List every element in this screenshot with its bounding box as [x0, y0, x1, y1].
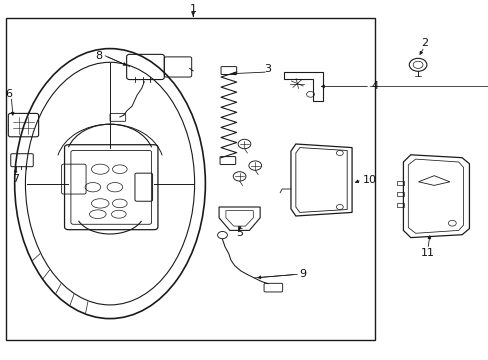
Text: 9: 9 [299, 269, 306, 279]
Bar [396, 181, 403, 185]
Text: 2: 2 [420, 38, 427, 48]
Text: 11: 11 [420, 248, 434, 258]
Bar [396, 192, 403, 196]
Bar [396, 203, 403, 207]
Text: 6: 6 [5, 89, 12, 99]
Text: 1: 1 [189, 4, 196, 14]
Text: 4: 4 [371, 81, 378, 91]
Text: 3: 3 [264, 64, 271, 74]
Bar [6, 18, 374, 340]
Text: 8: 8 [95, 51, 102, 61]
Text: 5: 5 [236, 228, 243, 238]
Text: 7: 7 [12, 174, 19, 184]
Text: 10: 10 [362, 175, 376, 185]
